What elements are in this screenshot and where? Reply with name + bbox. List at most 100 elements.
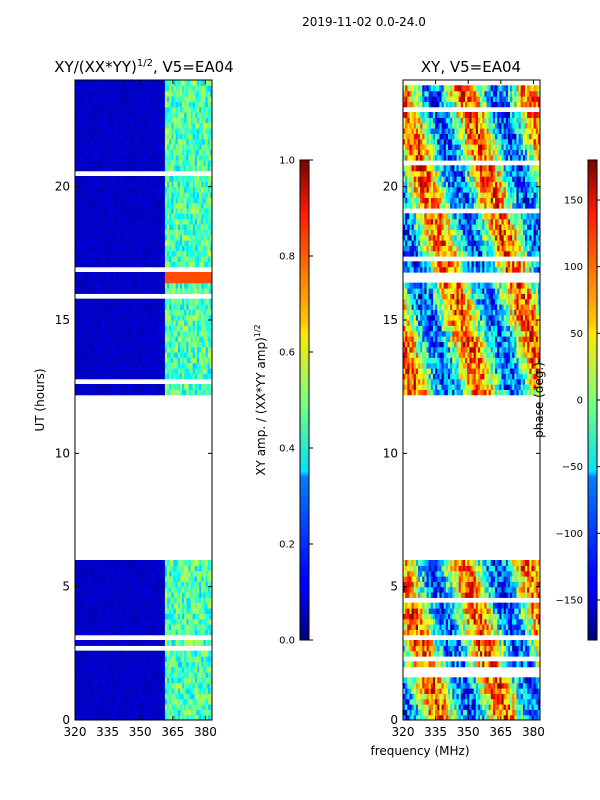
heatmap-cell	[177, 624, 181, 630]
heatmap-cell	[205, 138, 209, 145]
heatmap-cell	[147, 122, 151, 129]
heatmap-cell	[79, 362, 83, 369]
heatmap-cell	[190, 352, 194, 358]
heatmap-cell	[177, 618, 181, 625]
heatmap-cell	[77, 277, 80, 284]
heatmap-cell	[85, 144, 89, 150]
heatmap-cell	[130, 624, 134, 630]
heatmap-cell	[175, 165, 179, 172]
heatmap-cell	[119, 592, 123, 598]
heatmap-cell	[173, 698, 177, 705]
heatmap-cell	[160, 666, 164, 673]
heatmap-cell	[119, 618, 123, 625]
heatmap-cell	[169, 640, 172, 646]
heatmap-cell	[113, 202, 117, 209]
heatmap-cell	[171, 122, 175, 129]
heatmap-cell	[201, 208, 205, 214]
heatmap-cell	[79, 704, 83, 710]
heatmap-cell	[154, 570, 157, 577]
heatmap-cell	[134, 656, 138, 662]
heatmap-cell	[197, 357, 200, 364]
heatmap-cell	[117, 325, 121, 332]
heatmap-cell	[113, 218, 117, 225]
heatmap-cell	[134, 373, 138, 380]
heatmap-cell	[167, 197, 170, 204]
heatmap-cell	[113, 698, 117, 705]
heatmap-cell	[92, 672, 95, 678]
heatmap-cell	[171, 608, 175, 614]
heatmap-cell	[143, 661, 147, 668]
heatmap-cell	[115, 272, 119, 278]
heatmap-cell	[89, 288, 93, 294]
heatmap-cell	[104, 309, 108, 316]
heatmap-cell	[92, 229, 95, 236]
heatmap-cell	[87, 357, 91, 364]
heatmap-cell	[167, 368, 170, 374]
heatmap-cell	[102, 234, 106, 241]
heatmap-cell	[188, 613, 192, 620]
heatmap-cell	[179, 261, 183, 268]
heatmap-cell	[179, 650, 183, 657]
heatmap-cell	[167, 581, 170, 588]
heatmap-cell	[154, 368, 157, 374]
heatmap-cell	[199, 581, 202, 588]
heatmap-cell	[205, 202, 209, 209]
heatmap-cell	[126, 560, 130, 566]
heatmap-cell	[92, 149, 95, 156]
heatmap-cell	[132, 373, 136, 380]
heatmap-cell	[167, 208, 170, 214]
heatmap-cell	[100, 213, 104, 220]
heatmap-cell	[75, 309, 78, 316]
heatmap-cell	[92, 693, 95, 700]
heatmap-cell	[149, 570, 153, 577]
heatmap-cell	[171, 304, 175, 310]
heatmap-cell	[124, 672, 127, 678]
heatmap-cell	[156, 138, 160, 145]
heatmap-cell	[85, 624, 89, 630]
heatmap-cell	[158, 277, 162, 284]
heatmap-cell	[188, 688, 192, 694]
heatmap-cell	[149, 288, 153, 294]
heatmap-cell	[134, 325, 138, 332]
heatmap-cell	[92, 213, 95, 220]
heatmap-cell	[85, 298, 89, 305]
heatmap-cell	[156, 592, 160, 598]
heatmap-cell	[85, 688, 89, 694]
heatmap-cell	[203, 624, 207, 630]
heatmap-cell	[175, 112, 179, 118]
heatmap-cell	[134, 256, 138, 262]
heatmap-cell	[175, 346, 179, 353]
heatmap-cell	[194, 192, 198, 198]
heatmap-cell	[201, 277, 205, 284]
heatmap-cell	[113, 181, 117, 188]
heatmap-cell	[117, 352, 121, 358]
heatmap-cell	[167, 304, 170, 310]
heatmap-cell	[139, 597, 142, 604]
heatmap-cell	[107, 336, 110, 342]
heatmap-cell	[94, 666, 98, 673]
heatmap-cell	[107, 176, 110, 182]
heatmap-cell	[102, 570, 106, 577]
heatmap-cell	[194, 613, 198, 620]
heatmap-cell	[154, 320, 157, 326]
heatmap-cell	[119, 650, 123, 657]
heatmap-cell	[199, 186, 202, 193]
heatmap-cell	[177, 565, 181, 572]
heatmap-cell	[89, 597, 93, 604]
heatmap-cell	[89, 181, 93, 188]
heatmap-cell	[94, 661, 98, 668]
heatmap-cell	[141, 597, 145, 604]
heatmap-cell	[205, 250, 209, 257]
heatmap-cell	[209, 586, 212, 593]
heatmap-cell	[104, 341, 108, 348]
heatmap-cell	[96, 165, 100, 172]
heatmap-cell	[205, 341, 209, 348]
heatmap-cell	[126, 218, 130, 225]
heatmap-cell	[87, 192, 91, 198]
heatmap-cell	[100, 176, 104, 182]
heatmap-cell	[154, 608, 157, 614]
heatmap-cell	[92, 597, 95, 604]
heatmap-cell	[134, 112, 138, 118]
heatmap-cell	[83, 325, 87, 332]
heatmap-cell	[199, 613, 202, 620]
